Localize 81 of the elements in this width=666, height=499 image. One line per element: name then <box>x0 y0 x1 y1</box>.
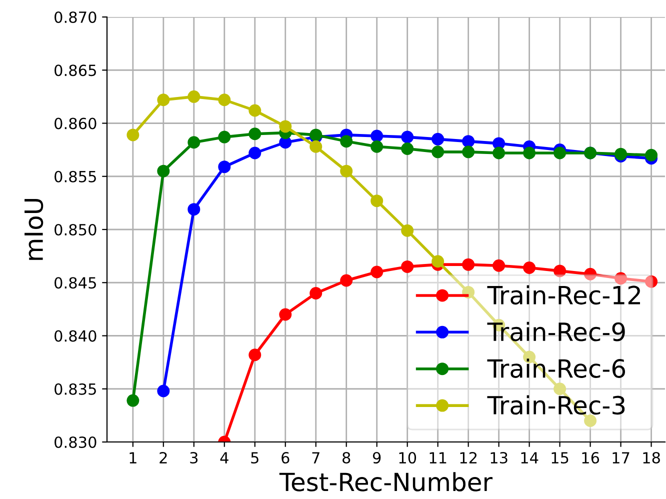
point <box>492 146 506 160</box>
point <box>401 130 414 144</box>
point <box>188 90 200 103</box>
point <box>218 94 231 106</box>
x-axis-title: Test-Rec-Number <box>279 472 493 492</box>
x-tick-label: 18 <box>643 452 660 464</box>
point <box>370 130 384 142</box>
point <box>248 348 262 362</box>
x-tick-label: 12 <box>460 452 477 464</box>
point <box>645 148 658 162</box>
x-tick-label: 13 <box>490 452 508 464</box>
x-tick-label: 9 <box>372 452 381 464</box>
point <box>432 132 444 146</box>
y-tick-label: 0.860 <box>54 118 96 130</box>
y-tick-label: 0.840 <box>54 330 96 342</box>
point <box>218 160 231 174</box>
point <box>554 264 566 278</box>
point <box>126 128 140 142</box>
point <box>401 142 414 155</box>
y-tick-label: 0.830 <box>54 436 96 448</box>
point <box>279 120 292 133</box>
point <box>645 275 658 288</box>
y-tick-label: 0.850 <box>54 224 96 236</box>
y-axis-title: mIoU <box>24 199 44 260</box>
point <box>462 146 475 158</box>
x-tick-label: 3 <box>190 452 198 464</box>
x-tick-label: 15 <box>552 452 568 464</box>
x-tick-label: 10 <box>399 452 416 464</box>
point <box>279 308 292 321</box>
point <box>188 136 200 149</box>
point <box>248 104 262 117</box>
point <box>462 258 475 271</box>
x-tick-label: 17 <box>612 452 630 464</box>
point <box>523 262 536 274</box>
y-tick-label: 0.870 <box>54 11 96 24</box>
point <box>370 140 384 153</box>
x-tick-label: 11 <box>430 452 446 464</box>
point <box>340 274 353 287</box>
point <box>432 255 444 268</box>
point <box>157 384 170 398</box>
point <box>370 194 384 208</box>
point <box>188 203 200 216</box>
x-tick-label: 4 <box>220 452 228 464</box>
point <box>554 146 566 160</box>
point <box>523 146 536 160</box>
point <box>584 268 597 280</box>
point <box>126 394 140 407</box>
legend-label: Train-Rec-3 <box>487 395 625 415</box>
x-tick-label: 2 <box>160 452 167 464</box>
x-tick-label: 8 <box>342 452 350 464</box>
point <box>248 128 262 140</box>
point <box>157 94 170 106</box>
point <box>310 287 322 300</box>
point <box>340 164 353 178</box>
point <box>401 224 414 237</box>
point <box>248 146 262 160</box>
x-tick-label: 5 <box>251 452 258 464</box>
point <box>401 260 414 273</box>
y-tick-label: 0.865 <box>54 64 96 76</box>
point <box>462 135 475 148</box>
point <box>157 164 170 178</box>
y-tick-label: 0.855 <box>54 170 96 182</box>
point <box>492 259 506 272</box>
x-tick-label: 1 <box>130 452 136 464</box>
point <box>310 140 322 153</box>
x-tick-label: 14 <box>521 452 538 464</box>
point <box>614 272 628 285</box>
point <box>432 146 444 158</box>
point <box>554 382 566 396</box>
x-tick-label: 6 <box>282 452 290 464</box>
legend-label: Train-Rec-9 <box>487 322 625 342</box>
legend-label: Train-Rec-12 <box>487 285 640 305</box>
y-tick-label: 0.845 <box>54 277 96 289</box>
y-tick-label: 0.835 <box>54 383 96 395</box>
legend-label: Train-Rec-6 <box>487 358 626 378</box>
point <box>584 414 597 427</box>
point <box>370 266 384 278</box>
point <box>218 130 231 144</box>
point <box>340 135 353 148</box>
x-tick-label: 7 <box>312 452 320 464</box>
x-tick-label: 16 <box>582 452 600 464</box>
